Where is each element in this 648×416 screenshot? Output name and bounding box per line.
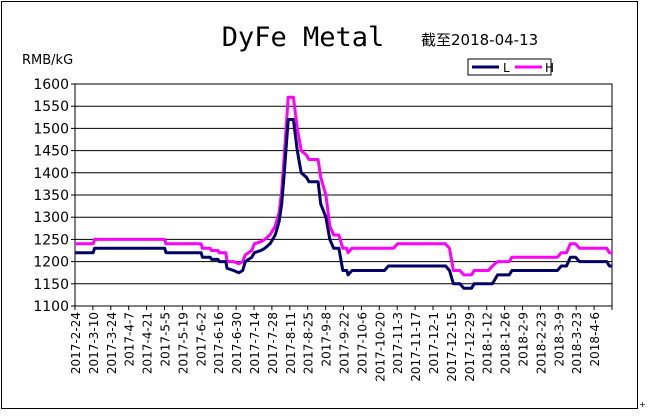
y-tick-label: 1150 [33, 277, 69, 293]
x-tick-label: 2017-8-25 [302, 312, 316, 374]
x-tick-label: 2017-5-5 [159, 312, 173, 366]
x-tick-label: 2017-12-15 [445, 312, 459, 382]
x-tick-label: 2017-10-6 [355, 312, 369, 374]
series-line-h [75, 95, 612, 277]
y-tick-label: 1100 [33, 299, 69, 315]
x-tick-label: 2018-2-9 [517, 312, 531, 366]
x-tick-label: 2018-3-23 [570, 312, 584, 374]
x-tick-label: 2018-1-26 [499, 312, 513, 374]
y-tick-label: 1450 [33, 144, 69, 160]
y-tick-label: 1200 [33, 255, 69, 271]
x-tick-label: 2018-4-6 [588, 312, 602, 366]
x-tick-label: 2017-11-17 [409, 312, 423, 382]
chart-subtitle: 截至2018-04-13 [421, 31, 538, 49]
x-tick-label: 2017-4-7 [123, 312, 137, 366]
x-tick-label: 2017-6-2 [194, 312, 208, 366]
corner-mark: + [639, 400, 646, 409]
x-tick-label: 2017-8-11 [284, 312, 298, 374]
y-tick-label: 1600 [33, 77, 69, 93]
x-tick-label: 2017-11-3 [391, 312, 405, 374]
x-tick-label: 2018-2-23 [534, 312, 548, 374]
x-tick-label: 2017-12-1 [427, 312, 441, 374]
y-tick-label: 1500 [33, 121, 69, 137]
x-tick-label: 2017-4-21 [141, 312, 155, 374]
chart-title: DyFe Metal [222, 22, 385, 53]
x-tick-label: 2017-9-22 [338, 312, 352, 374]
x-tick-label: 2017-6-30 [230, 312, 244, 374]
y-tick-label: 1550 [33, 99, 69, 115]
y-tick-label: 1300 [33, 210, 69, 226]
series-layer [75, 95, 612, 290]
x-tick-label: 2017-3-10 [87, 312, 101, 374]
x-tick-label: 2018-1-12 [481, 312, 495, 374]
x-tick-label: 2017-12-29 [463, 312, 477, 382]
x-tick-label: 2017-6-16 [212, 312, 226, 374]
x-tick-label: 2017-10-20 [373, 312, 387, 382]
x-axis-ticks: 2017-2-24 2017-3-10 2017-3-24 2017-4-7 2017-… [69, 306, 613, 382]
x-tick-label: 2017-5-19 [176, 312, 190, 374]
x-tick-label: 2017-7-14 [248, 312, 262, 374]
x-tick-label: 2017-9-8 [320, 312, 334, 366]
legend-box [467, 58, 552, 76]
y-tick-label: 1400 [33, 166, 69, 182]
y-tick-label: 1350 [33, 188, 69, 204]
y-tick-label: 1250 [33, 232, 69, 248]
legend: L H [467, 58, 554, 76]
y-axis-unit-label: RMB/kG [22, 53, 73, 68]
x-tick-label: 2017-2-24 [69, 312, 83, 374]
legend-label-l: L [503, 61, 510, 75]
x-tick-label: 2018-3-9 [552, 312, 566, 366]
x-tick-label: 2017-3-24 [105, 312, 119, 374]
y-axis-ticks: 1100 1150 1200 1250 1300 1350 1400 1450 1500 1550… [33, 77, 75, 315]
x-tick-label: 2017-7-28 [266, 312, 280, 374]
legend-label-h: H [545, 61, 554, 75]
series-line-l [75, 118, 612, 290]
